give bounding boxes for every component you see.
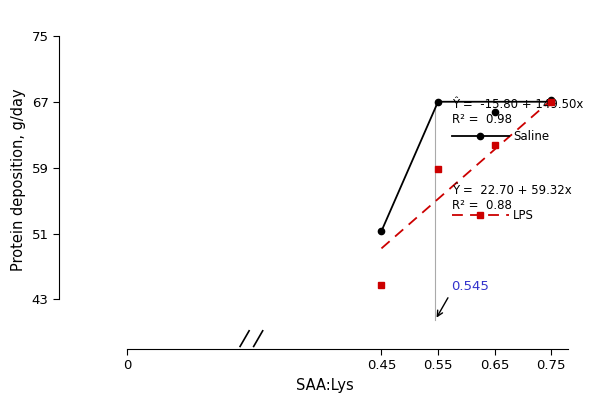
Text: LPS: LPS: [513, 209, 534, 222]
Text: 0.545: 0.545: [451, 280, 489, 293]
Text: Ŷ =  -15.80 + 149.50x
R² =  0.98: Ŷ = -15.80 + 149.50x R² = 0.98: [452, 98, 584, 126]
Y-axis label: Protein deposition, g/day: Protein deposition, g/day: [11, 89, 26, 271]
X-axis label: SAA:Lys: SAA:Lys: [296, 378, 354, 393]
Text: Saline: Saline: [513, 130, 550, 143]
Text: Ŷ =  22.70 + 59.32x
R² =  0.88: Ŷ = 22.70 + 59.32x R² = 0.88: [452, 184, 572, 212]
